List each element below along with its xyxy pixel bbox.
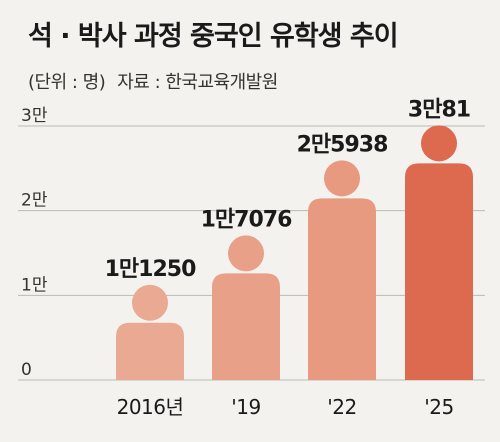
bar-person [405, 125, 473, 380]
y-tick-label: 3만 [21, 106, 48, 126]
bar-person [212, 235, 280, 380]
x-tick-label: 2016년 [117, 395, 184, 419]
data-label: 1만1250 [105, 257, 196, 282]
unit-label: (단위 : 명) [28, 72, 106, 93]
y-tick-label: 1만 [21, 275, 48, 295]
bar-person [308, 160, 376, 380]
data-label: 1만7076 [201, 207, 292, 232]
bar-body [405, 163, 473, 380]
bar-head [228, 235, 264, 272]
data-label: 2만5938 [297, 132, 388, 157]
x-tick-label: '19 [231, 395, 260, 419]
data-label: 3만81 [408, 97, 470, 122]
y-tick-label: 0 [21, 360, 32, 380]
bar-body [116, 322, 184, 380]
bar-head [324, 160, 360, 197]
bar-head [421, 125, 457, 162]
bar-body [212, 273, 280, 380]
x-tick-label: '22 [327, 395, 356, 419]
bar-person [116, 284, 184, 380]
source-label: 자료 : 한국교육개발원 [117, 72, 278, 93]
bar-head [132, 284, 168, 321]
chart-title: 석 · 박사 과정 중국인 유학생 추이 [28, 21, 399, 52]
x-tick-label: '25 [424, 395, 453, 419]
y-tick-label: 2만 [21, 191, 48, 211]
bar-body [308, 198, 376, 380]
chart-subtitle: (단위 : 명) 자료 : 한국교육개발원 [28, 68, 278, 94]
